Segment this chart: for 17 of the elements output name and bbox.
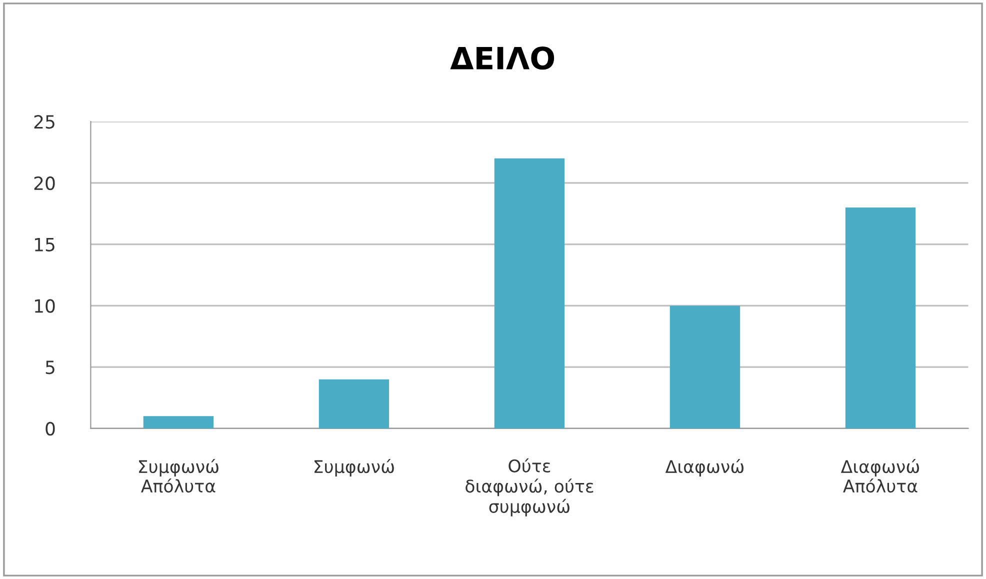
bar xyxy=(143,416,214,428)
bar xyxy=(494,158,565,428)
x-tick-label: Διαφωνώ Απόλυτα xyxy=(840,459,920,493)
y-tick-label: 10 xyxy=(34,299,55,313)
x-tick-label: Διαφωνώ xyxy=(665,459,744,477)
chart-title: ΔΕΙΛΟ xyxy=(450,46,554,70)
x-tick-label: Ούτε διαφωνώ, ούτε συμφωνώ xyxy=(466,458,594,516)
y-tick-label: 20 xyxy=(34,176,55,190)
y-tick-label: 0 xyxy=(46,422,55,436)
y-tick-label: 25 xyxy=(34,115,54,129)
y-tick-label: 5 xyxy=(46,360,54,374)
bar xyxy=(318,379,390,428)
x-tick-label: Συμφωνώ xyxy=(314,459,394,477)
y-tick-label: 15 xyxy=(34,238,54,252)
x-tick-label: Συμφωνώ Απόλυτα xyxy=(139,459,218,493)
bar xyxy=(845,208,916,428)
bar xyxy=(670,306,740,428)
